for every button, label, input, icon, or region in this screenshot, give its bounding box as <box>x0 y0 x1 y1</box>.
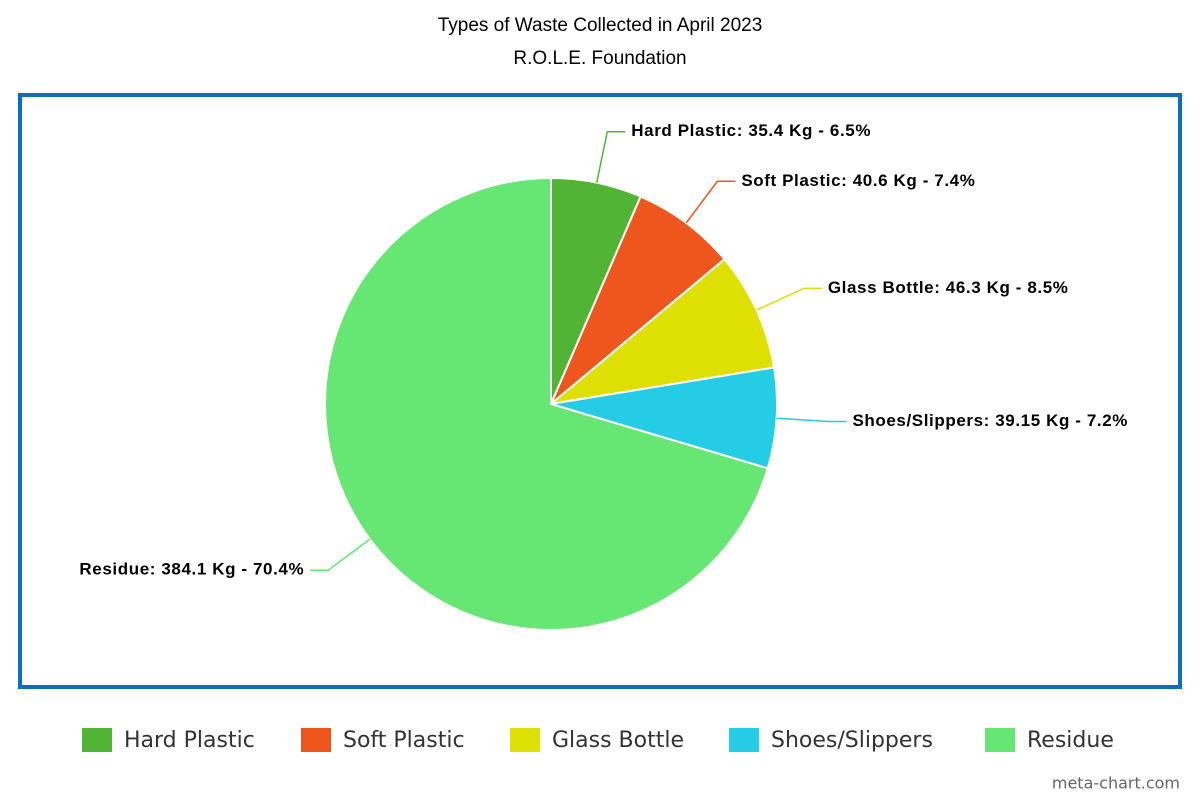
leader-line <box>685 180 736 224</box>
legend-swatch <box>510 728 540 752</box>
legend-swatch <box>301 728 331 752</box>
data-label: Soft Plastic: 40.6 Kg - 7.4% <box>741 171 975 190</box>
legend-swatch <box>985 728 1015 752</box>
data-label: Residue: 384.1 Kg - 70.4% <box>79 560 304 579</box>
pie-slice <box>550 366 778 470</box>
leader-line <box>596 131 626 183</box>
leader-line <box>756 287 822 311</box>
watermark: meta-chart.com <box>1052 774 1180 793</box>
legend-label: Glass Bottle <box>552 728 684 753</box>
legend-label: Hard Plastic <box>124 728 255 753</box>
leader-line <box>776 417 847 423</box>
plot-border <box>18 93 1182 689</box>
data-label: Shoes/Slippers: 39.15 Kg - 7.2% <box>852 411 1128 430</box>
legend-swatch <box>729 728 759 752</box>
chart-title: Types of Waste Collected in April 2023 <box>438 15 763 36</box>
legend-label: Residue <box>1027 728 1114 753</box>
legend-swatch <box>82 728 112 752</box>
legend-label: Soft Plastic <box>343 728 465 753</box>
data-label: Glass Bottle: 46.3 Kg - 8.5% <box>828 278 1069 297</box>
chart-subtitle: R.O.L.E. Foundation <box>513 48 686 69</box>
data-label: Hard Plastic: 35.4 Kg - 6.5% <box>631 121 871 140</box>
pie-slice <box>550 195 726 405</box>
leader-line <box>310 538 371 572</box>
legend-label: Shoes/Slippers <box>771 728 933 753</box>
